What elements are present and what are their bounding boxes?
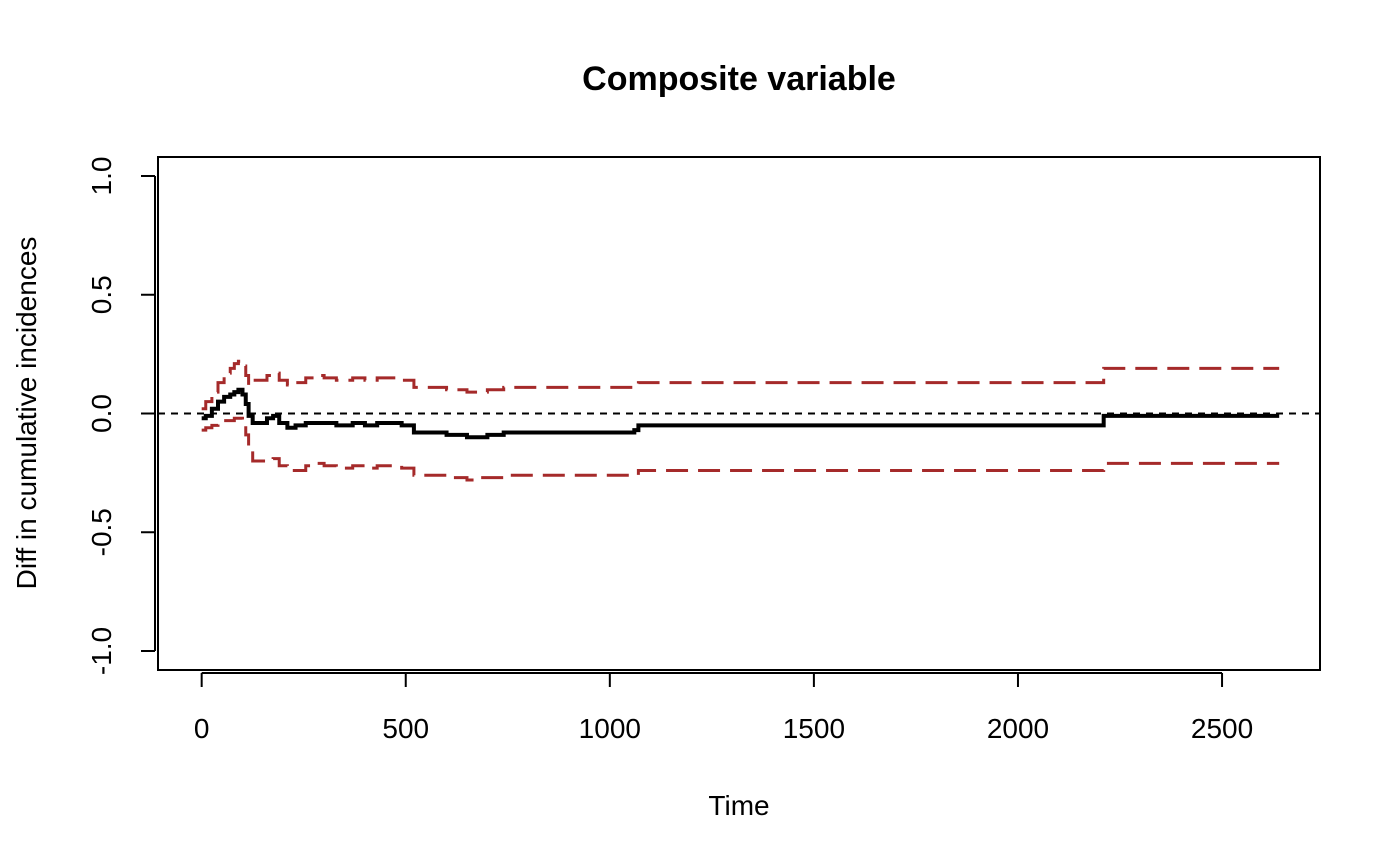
y-tick-label: -0.5 xyxy=(86,508,117,556)
series-upper-line xyxy=(201,359,1280,411)
series-lower-line xyxy=(201,416,1280,482)
x-tick-label: 2500 xyxy=(1191,713,1253,744)
y-tick-label: 0.0 xyxy=(86,394,117,433)
y-tick-label: 1.0 xyxy=(86,157,117,196)
x-tick-label: 1000 xyxy=(579,713,641,744)
plot-area xyxy=(158,359,1320,482)
series-estimate-line xyxy=(201,387,1280,440)
x-tick-label: 2000 xyxy=(987,713,1049,744)
y-axis-label: Diff in cumulative incidences xyxy=(11,237,42,590)
y-tick-label: 0.5 xyxy=(86,275,117,314)
x-tick-label: 1500 xyxy=(783,713,845,744)
x-tick-label: 500 xyxy=(382,713,429,744)
chart-title: Composite variable xyxy=(582,60,896,98)
x-tick-label: 0 xyxy=(194,713,210,744)
y-tick-label: -1.0 xyxy=(86,627,117,675)
x-axis-label: Time xyxy=(708,790,769,821)
